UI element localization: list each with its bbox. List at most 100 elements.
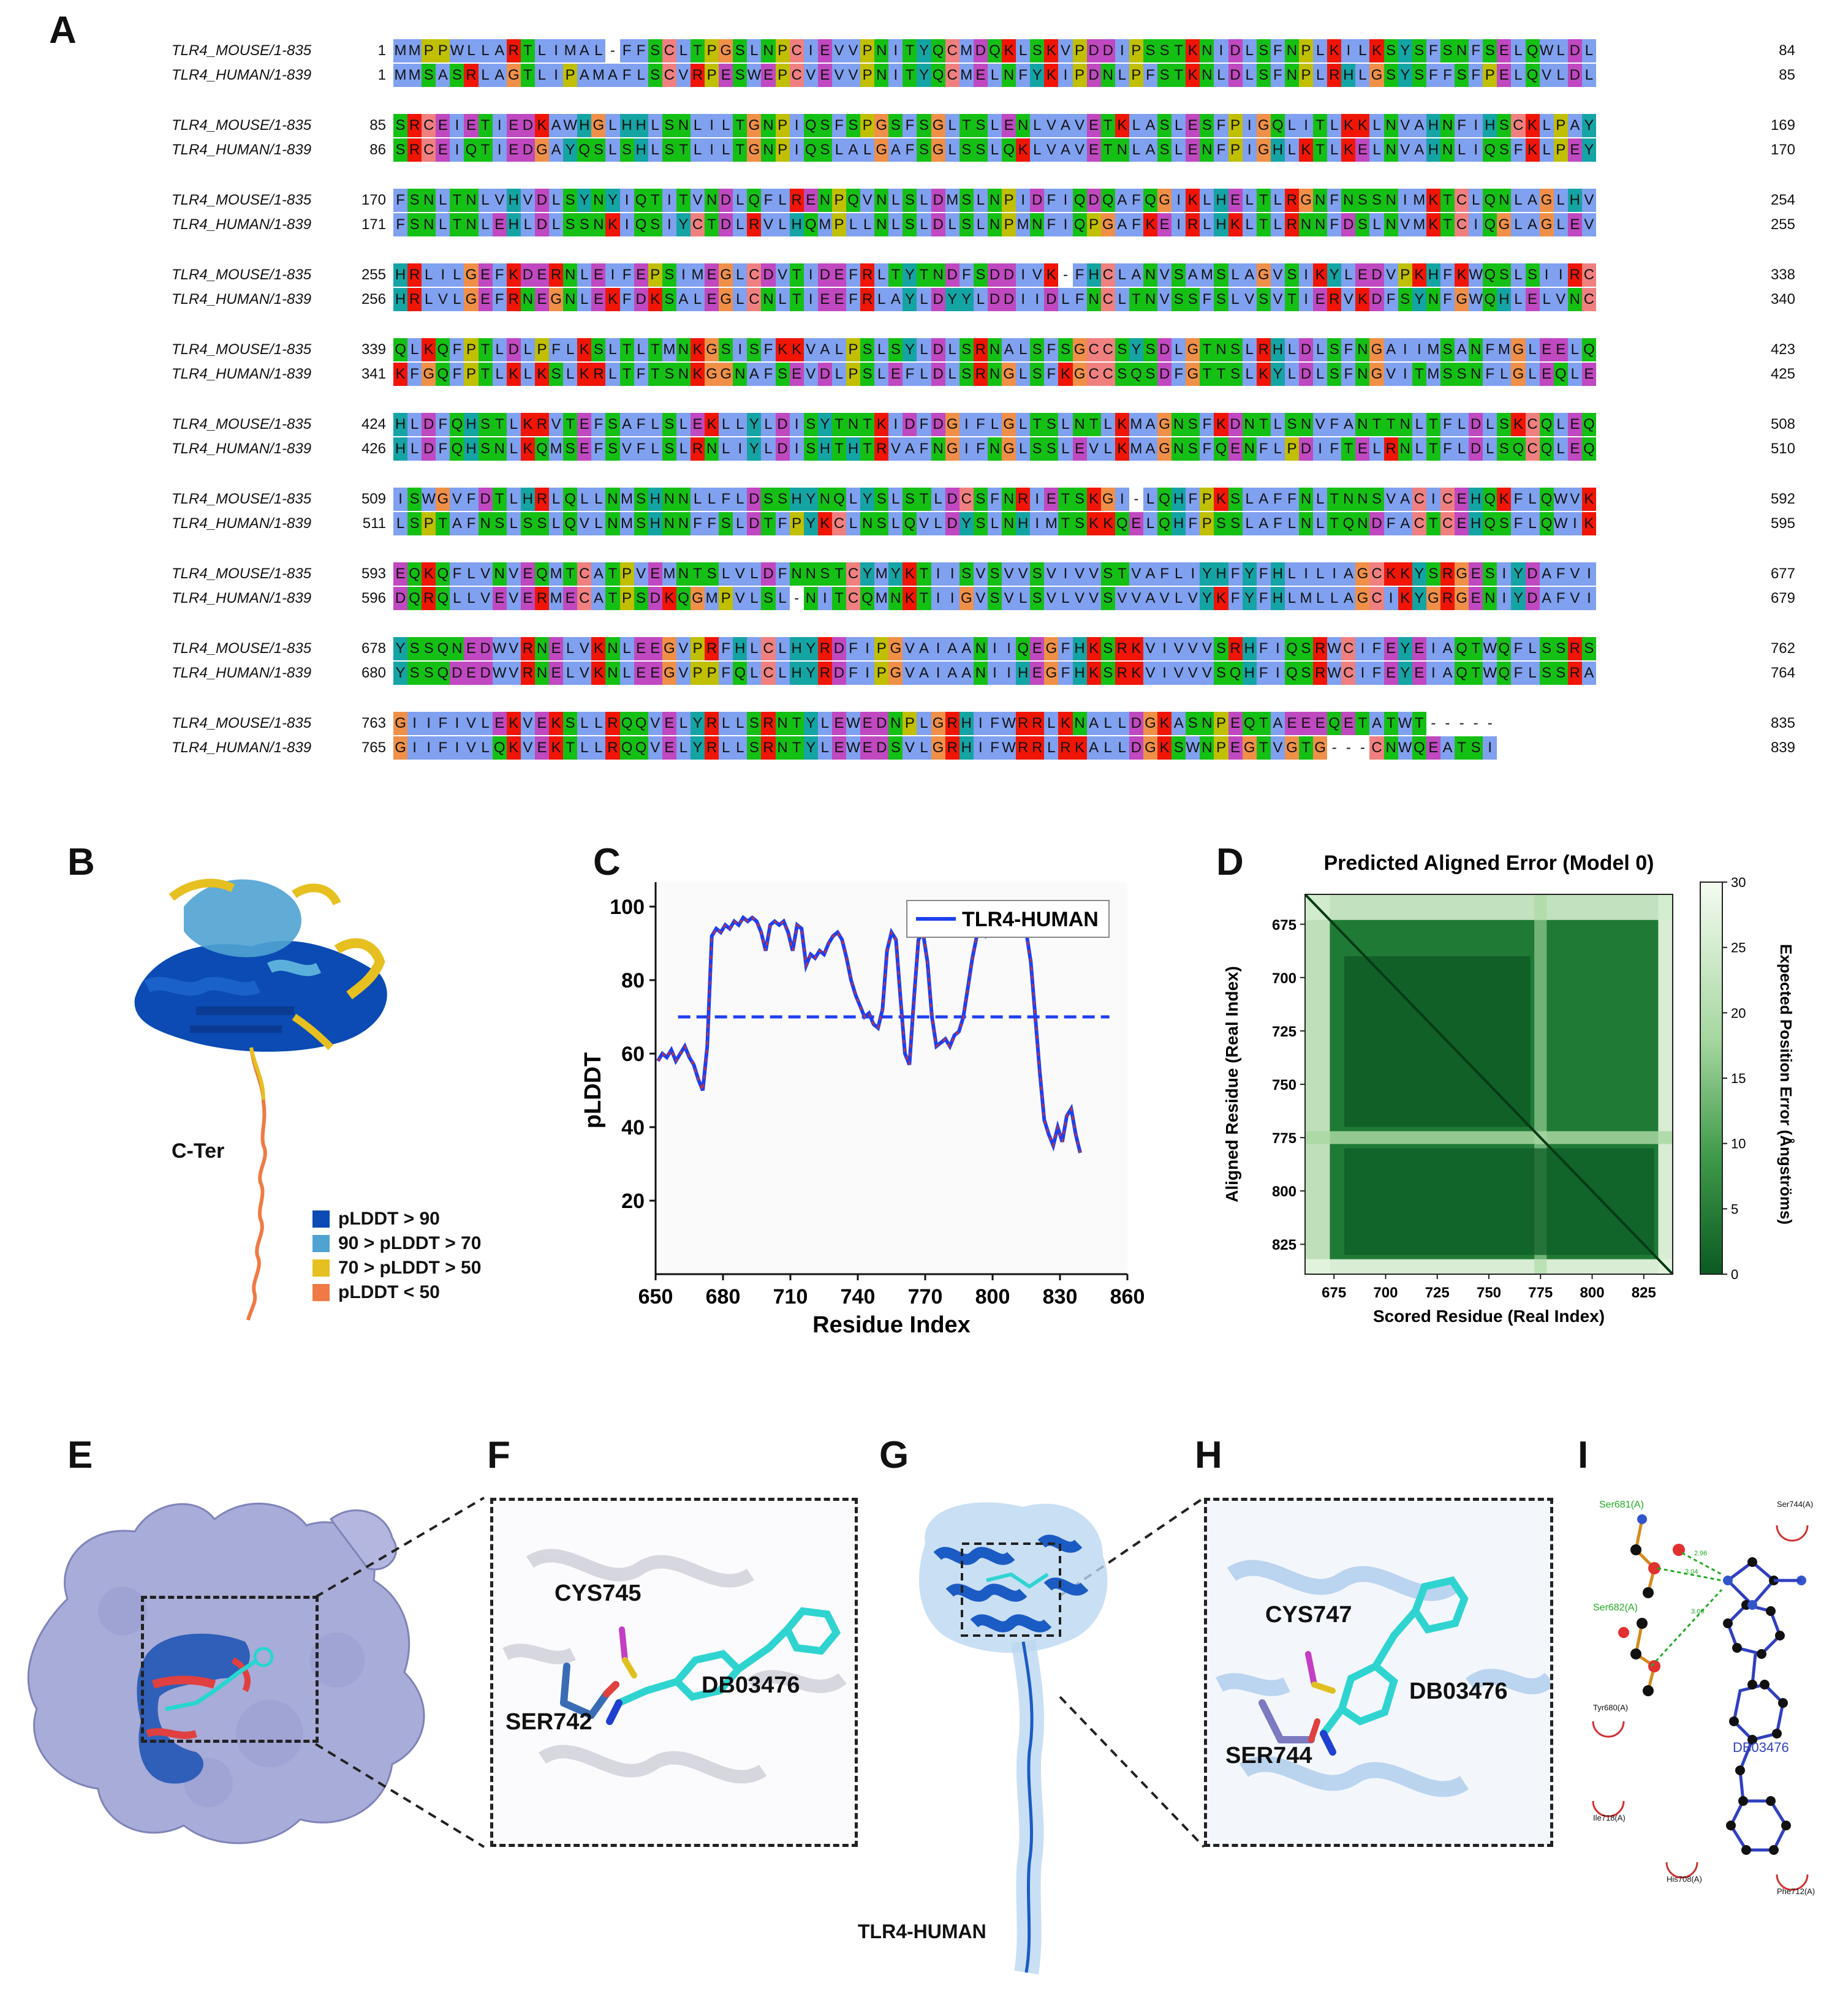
residue: A: [1383, 338, 1398, 361]
residue: M: [874, 587, 889, 610]
residue: M: [1412, 189, 1426, 212]
residue: I: [1483, 736, 1497, 760]
residue: N: [1383, 213, 1398, 236]
residue: S: [1383, 39, 1398, 62]
residue: V: [846, 64, 861, 87]
residue: T: [690, 39, 705, 62]
residue: G: [591, 114, 606, 137]
residue: G: [1002, 413, 1016, 436]
y-tick-label: 825: [1272, 1237, 1296, 1253]
residue: L: [945, 138, 960, 162]
residue: R: [1016, 488, 1031, 511]
residue: H: [1567, 189, 1582, 212]
residue: L: [1581, 64, 1596, 87]
residue: K: [1525, 138, 1540, 162]
residue: L: [917, 338, 931, 361]
residue: A: [945, 662, 960, 685]
residue: S: [1186, 413, 1200, 436]
residue: E: [591, 288, 606, 311]
residue: A: [1398, 488, 1412, 511]
residue: P: [789, 512, 804, 535]
residue: K: [1426, 213, 1440, 236]
residue: F: [846, 288, 861, 311]
residue: L: [973, 213, 988, 236]
residue: L: [1327, 138, 1342, 162]
residue: Q: [1483, 512, 1497, 535]
residue: E: [478, 263, 493, 287]
residue: W: [1186, 736, 1200, 760]
residue: F: [761, 189, 776, 212]
residue: I: [1030, 488, 1045, 511]
alignment-row: TLR4_MOUSE/1-835 255 H R L I L G E F K D E R N L E I F E P S I…: [172, 263, 1814, 287]
residue: N: [563, 288, 578, 311]
residue: K: [1355, 114, 1370, 137]
residue: I: [1299, 562, 1314, 586]
residue: L: [1016, 363, 1031, 386]
residue: N: [775, 736, 790, 760]
colorbar-label: Expected Position Error (Ångströms): [1777, 944, 1795, 1225]
residue: N: [1383, 189, 1398, 212]
residue: A: [1539, 587, 1554, 610]
residue: E: [549, 662, 564, 685]
residue: L: [1284, 587, 1299, 610]
residue: H: [959, 712, 974, 735]
residue: G: [874, 138, 889, 162]
residue: I: [888, 413, 903, 436]
panel-label-f: F: [487, 1434, 510, 1476]
residue: S: [973, 512, 988, 535]
residue: L: [1355, 39, 1370, 62]
residue: L: [775, 288, 790, 311]
residue: S: [1157, 114, 1172, 137]
residue: L: [478, 213, 493, 236]
residue: K: [1327, 39, 1342, 62]
residue: N: [676, 363, 691, 386]
residue: I: [1157, 637, 1172, 660]
residue: D: [1157, 338, 1172, 361]
residue: E: [436, 138, 450, 162]
sequence-end: 592: [1770, 491, 1795, 507]
residue: Q: [1483, 288, 1497, 311]
residue: S: [1455, 363, 1469, 386]
sequence-start: 678: [361, 640, 386, 657]
residue: S: [1171, 288, 1186, 311]
residue: L: [831, 138, 846, 162]
y-tick-label: 725: [1272, 1024, 1296, 1040]
residue: N: [1299, 488, 1314, 511]
residue: T: [761, 512, 776, 535]
ligand-db03476-h: [1320, 1576, 1469, 1756]
residue: L: [874, 338, 889, 361]
residue: F: [775, 512, 790, 535]
binding-site-f-drawing: [502, 1549, 847, 1784]
residue: Q: [577, 138, 592, 162]
heatmap-band: [1305, 894, 1673, 920]
residue: D: [931, 338, 945, 361]
y-tick-label: 750: [1272, 1077, 1296, 1093]
residue: A: [959, 662, 974, 685]
residue: G: [1256, 263, 1271, 287]
residue: F: [1440, 288, 1455, 311]
residue: T: [492, 413, 507, 436]
residue: E: [1030, 662, 1045, 685]
residue: L: [1313, 562, 1328, 586]
residue: I: [1398, 189, 1412, 212]
residue: Y: [1200, 562, 1214, 586]
residue: L: [648, 413, 662, 436]
residue: I: [1016, 263, 1031, 287]
residue: N: [1355, 512, 1370, 535]
residue: V: [1072, 562, 1087, 586]
residue: V: [1313, 413, 1328, 436]
alignment-row: TLR4_MOUSE/1-835 509 I S W G V F D T L H R L Q L L N M S H N N…: [172, 488, 1814, 511]
residue: L: [1143, 488, 1158, 511]
residue: E: [648, 662, 662, 685]
residue: V: [450, 488, 464, 511]
residue: E: [1355, 138, 1370, 162]
residue: Y: [1129, 338, 1143, 361]
residue: E: [761, 64, 776, 87]
residue: L: [719, 138, 733, 162]
residue: L: [1327, 587, 1342, 610]
residue: R: [1228, 637, 1243, 660]
residue: R: [506, 39, 521, 62]
residue: F: [464, 512, 479, 535]
ligand-label-h: DB03476: [1409, 1678, 1508, 1704]
alignment-block: TLR4_MOUSE/1-835 678 Y S S Q N E D W V R N E L V K N L E E G V…: [172, 637, 1814, 689]
